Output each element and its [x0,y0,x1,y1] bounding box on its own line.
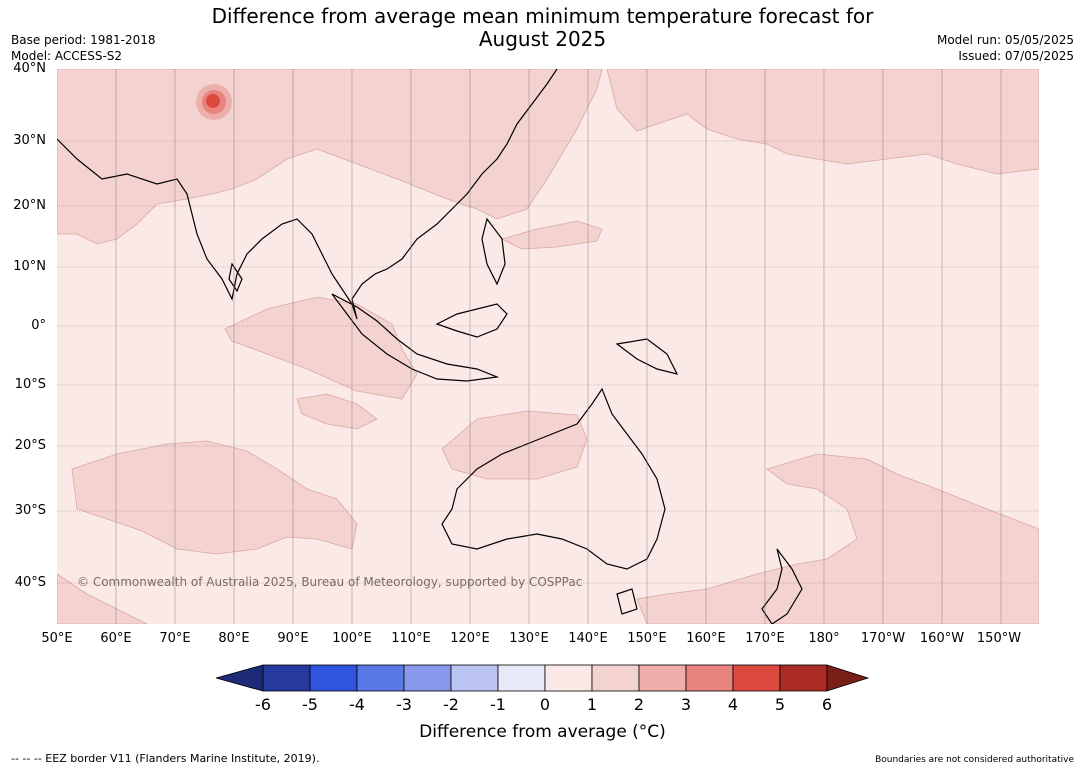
colorbar-tick-label: 2 [633,695,645,714]
footer-disclaimer: Boundaries are not considered authoritat… [875,755,1074,765]
lat-label-40n: 40°N [13,61,46,76]
map-title-line1: Difference from average mean minimum tem… [211,4,874,28]
colorbar-tick-label: -2 [443,695,459,714]
model-name: Model: ACCESS-S2 [11,49,123,63]
lon-label-160e: 160°E [686,631,726,646]
colorbar-over-arrow [826,664,870,692]
colorbar-tick-label: 4 [727,695,739,714]
colorbar-cell [262,664,311,692]
lon-label-50e: 50°E [41,631,73,646]
meta-left: Base period: 1981-2018 Model: ACCESS-S2 [11,32,156,64]
colorbar-tick-label: 0 [539,695,551,714]
lon-label-60e: 60°E [100,631,132,646]
colorbar-tick-label: 6 [821,695,833,714]
map-canvas [57,69,1039,624]
colorbar-under-arrow [216,664,264,692]
lon-label-130e: 130°E [509,631,549,646]
footer-eez-note: -- -- -- EEZ border V11 (Flanders Marine… [11,752,320,765]
lon-label-120e: 120°E [450,631,490,646]
lat-label-30s: 30°S [14,503,46,518]
lon-label-160w: 160°W [919,631,965,646]
colorbar-tick-label: -4 [349,695,365,714]
lat-label-10s: 10°S [14,377,46,392]
lat-label-30n: 30°N [13,133,46,148]
lat-label-40s: 40°S [14,575,46,590]
colorbar-cells [262,664,828,692]
lon-label-100e: 100°E [332,631,372,646]
lon-label-80e: 80°E [218,631,250,646]
lat-label-20s: 20°S [14,438,46,453]
colorbar [216,664,870,692]
colorbar-tick-label: -5 [302,695,318,714]
colorbar-cell [403,664,452,692]
issued-date: Issued: 07/05/2025 [958,49,1074,63]
lat-label-20n: 20°N [13,198,46,213]
colorbar-cell [544,664,593,692]
lon-label-150e: 150°E [627,631,667,646]
colorbar-tick-label: -6 [255,695,271,714]
colorbar-label: Difference from average (°C) [419,722,666,742]
model-run: Model run: 05/05/2025 [936,33,1074,47]
lon-label-150w: 150°W [976,631,1022,646]
anomaly-1-to-2-regions [57,69,1039,624]
colorbar-tick-label: 1 [586,695,598,714]
colorbar-cell [591,664,640,692]
lat-label-0: 0° [31,318,46,333]
lon-label-170e: 170°E [745,631,785,646]
colorbar-cell [497,664,546,692]
colorbar-cell [685,664,734,692]
lon-label-180: 180° [808,631,840,646]
anomaly-hotspot [196,84,232,120]
colorbar-tick-label: 3 [680,695,692,714]
lon-label-90e: 90°E [277,631,309,646]
meta-right: Model run: 05/05/2025 Issued: 07/05/2025 [937,32,1074,64]
graticule [57,69,1039,624]
colorbar-tick-label: -3 [396,695,412,714]
colorbar-cell [779,664,828,692]
colorbar-cell [732,664,781,692]
copyright-notice: © Commonwealth of Australia 2025, Bureau… [77,575,583,589]
lon-label-110e: 110°E [391,631,431,646]
colorbar-tick-label: -1 [490,695,506,714]
colorbar-cell [356,664,405,692]
base-period: Base period: 1981-2018 [11,33,156,47]
map-title-line2: August 2025 [478,27,607,51]
colorbar-tick-label: 5 [774,695,786,714]
lon-label-170w: 170°W [860,631,906,646]
colorbar-cell [638,664,687,692]
lat-label-10n: 10°N [13,259,46,274]
colorbar-cell [309,664,358,692]
colorbar-cell [450,664,499,692]
forecast-map [57,69,1039,624]
lon-label-140e: 140°E [568,631,608,646]
lon-label-70e: 70°E [159,631,191,646]
